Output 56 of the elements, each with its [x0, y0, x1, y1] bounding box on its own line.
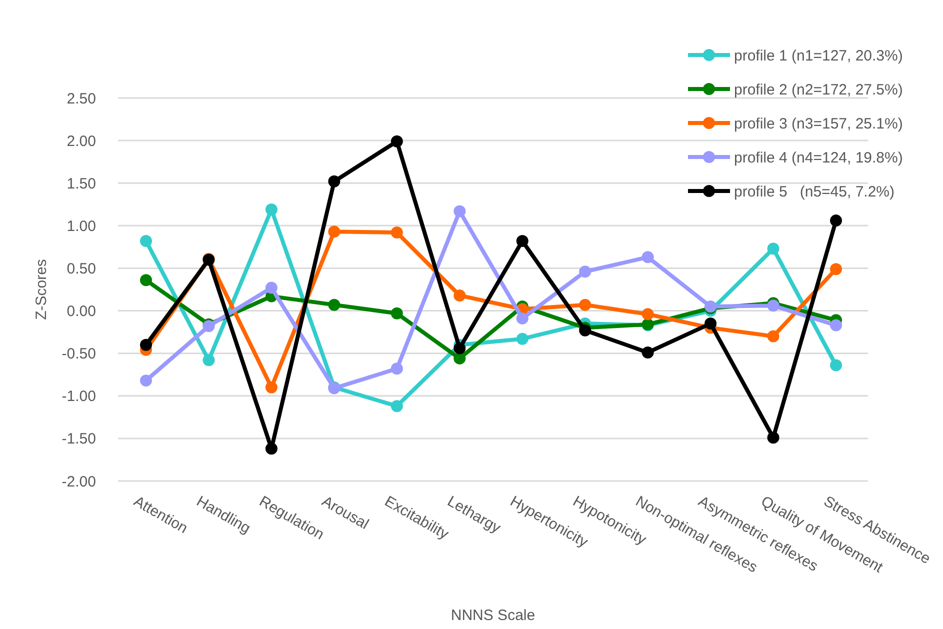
point	[704, 318, 717, 330]
y-tick-label: -1.00	[62, 388, 96, 406]
point	[830, 263, 842, 276]
point	[830, 319, 842, 332]
legend-label: profile 4 (n4=124, 19.8%)	[734, 149, 903, 166]
point	[579, 266, 592, 278]
point	[140, 338, 152, 351]
point	[140, 274, 152, 286]
y-tick-label: 0.50	[66, 260, 96, 278]
point	[328, 298, 340, 311]
point	[265, 381, 278, 394]
point	[642, 308, 654, 320]
point	[516, 312, 528, 324]
point	[265, 203, 278, 216]
y-tick-label: 1.50	[66, 175, 96, 192]
point	[830, 359, 842, 372]
legend-label: profile 5 (n5=45, 7.2%)	[734, 183, 895, 200]
legend-label: profile 2 (n2=172, 27.5%)	[734, 81, 903, 98]
point	[454, 289, 466, 302]
point	[328, 226, 340, 238]
point	[642, 251, 654, 264]
point	[390, 135, 403, 148]
point	[454, 342, 466, 354]
y-tick-label: -1.50	[62, 430, 96, 448]
point	[516, 234, 528, 247]
point	[767, 330, 780, 342]
y-tick-label: 2.50	[66, 90, 96, 108]
point	[265, 442, 278, 455]
point	[767, 242, 780, 255]
y-tick-label: -0.50	[62, 346, 96, 363]
point	[265, 282, 278, 294]
point	[390, 362, 403, 375]
point	[579, 298, 592, 311]
point	[516, 332, 528, 345]
point	[454, 205, 466, 218]
point	[642, 346, 654, 358]
x-axis-title: NNNS Scale	[450, 607, 536, 624]
point	[454, 352, 466, 364]
y-axis-title: Z-Scores	[33, 259, 50, 320]
point	[767, 300, 780, 312]
point	[830, 214, 842, 227]
y-tick-label: 2.00	[66, 132, 96, 150]
y-tick-label: 1.00	[66, 218, 96, 235]
y-tick-label: -2.00	[62, 473, 96, 490]
point	[202, 354, 215, 366]
point	[390, 307, 403, 320]
point	[579, 324, 592, 336]
y-tick-label: 0.00	[66, 303, 96, 320]
point	[390, 226, 403, 238]
point	[328, 175, 340, 188]
point	[140, 234, 152, 247]
point	[767, 432, 780, 444]
legend-label: profile 1 (n1=127, 20.3%)	[734, 47, 903, 64]
legend-label: profile 3 (n3=157, 25.1%)	[734, 115, 903, 132]
point	[140, 374, 152, 387]
point	[390, 400, 403, 412]
